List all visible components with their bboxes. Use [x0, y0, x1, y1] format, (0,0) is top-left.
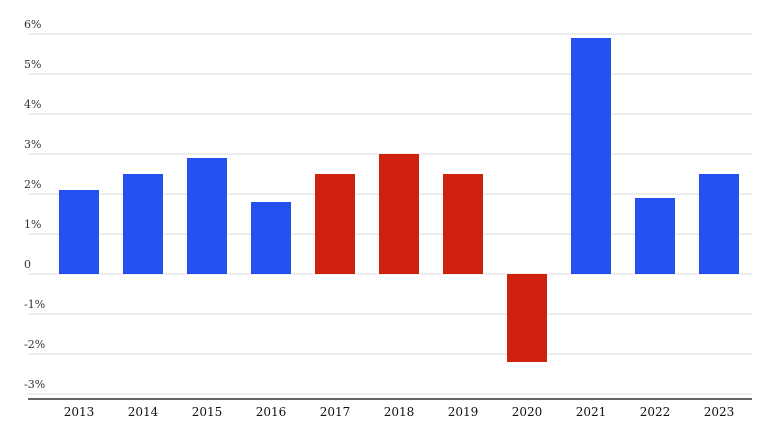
x-tick-label: 2022 [640, 405, 671, 419]
y-tick-label: -1% [24, 298, 45, 311]
x-tick-label: 2018 [384, 405, 415, 419]
bar-2019 [443, 174, 483, 274]
bar-2023 [699, 174, 739, 274]
y-tick-label: 1% [24, 218, 41, 231]
x-tick-label: 2023 [704, 405, 735, 419]
x-tick-label: 2019 [448, 405, 479, 419]
x-tick-label: 2021 [576, 405, 607, 419]
y-tick-label: 0 [24, 258, 31, 271]
bar-2014 [123, 174, 163, 274]
y-tick-label: -3% [24, 378, 45, 391]
x-tick-label: 2017 [320, 405, 351, 419]
y-tick-label: 4% [24, 98, 41, 111]
y-axis-tick-labels: 6% 5% 4% 3% 2% 1% 0 -1% -2% -3% [24, 18, 45, 391]
bar-2021 [571, 38, 611, 274]
bar-2020 [507, 274, 547, 362]
y-tick-label: 5% [24, 58, 41, 71]
x-tick-label: 2020 [512, 405, 543, 419]
x-tick-label: 2014 [128, 405, 159, 419]
y-tick-label: 3% [24, 138, 41, 151]
bar-2017 [315, 174, 355, 274]
x-axis-tick-labels: 2013 2014 2015 2016 2017 2018 2019 2020 2021 2022… [64, 405, 735, 419]
bar-2013 [59, 190, 99, 274]
x-tick-label: 2016 [256, 405, 287, 419]
x-tick-label: 2013 [64, 405, 95, 419]
bar-2015 [187, 158, 227, 274]
y-tick-label: -2% [24, 338, 45, 351]
bar-2018 [379, 154, 419, 274]
x-tick-label: 2015 [192, 405, 223, 419]
y-tick-label: 6% [24, 18, 41, 31]
bar-2016 [251, 202, 291, 274]
bars [59, 38, 739, 362]
bar-2022 [635, 198, 675, 274]
y-tick-label: 2% [24, 178, 41, 191]
